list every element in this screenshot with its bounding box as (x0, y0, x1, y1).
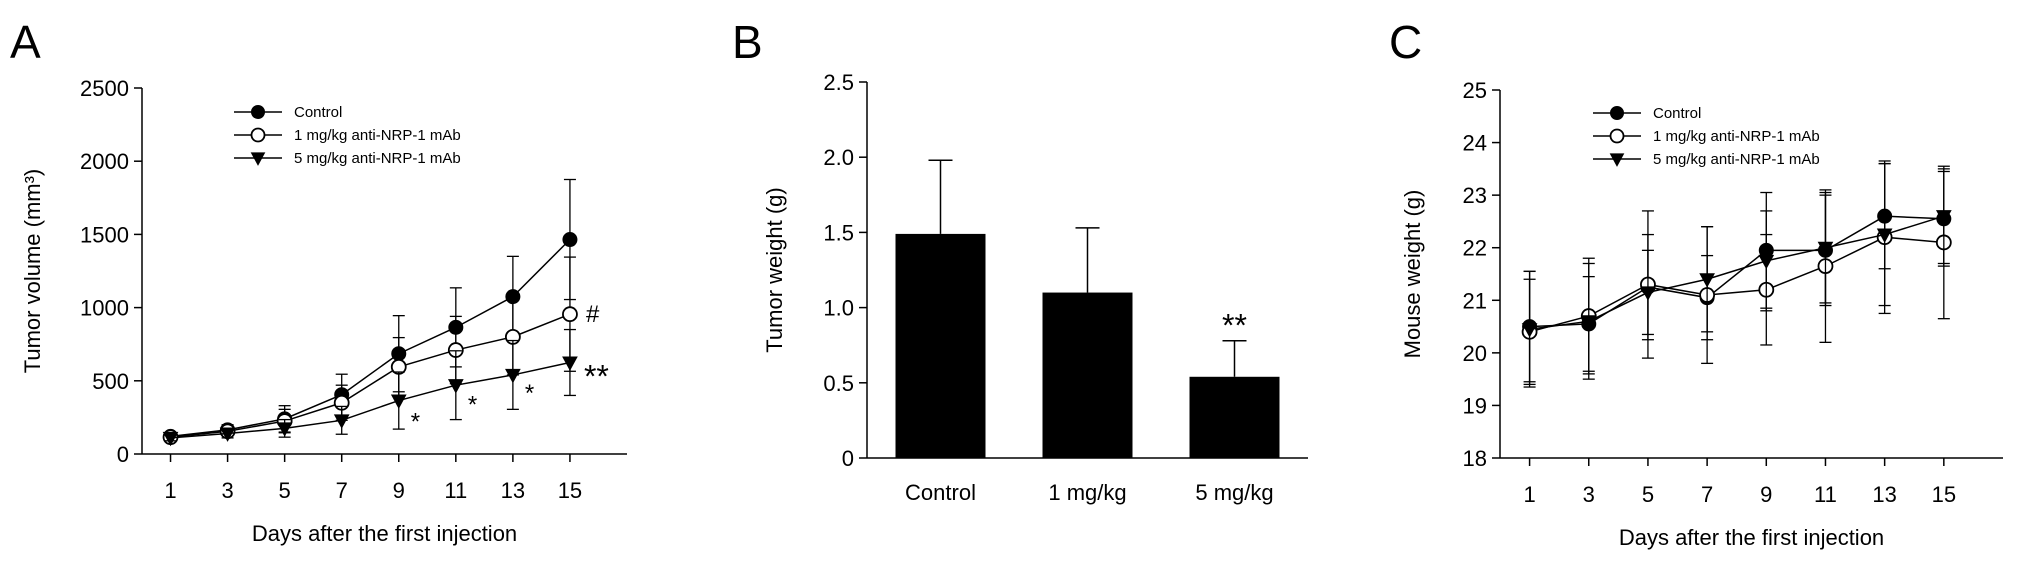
charts-2-y-tick-label: 19 (1463, 393, 1487, 418)
charts-0-x-tick-label: 9 (393, 478, 405, 503)
charts-2-x-tick-label: 11 (1814, 482, 1837, 507)
charts-1-bar-2 (1189, 376, 1280, 458)
charts-0-series-0-line (170, 238, 571, 438)
charts-2-series-2-point (1580, 315, 1597, 330)
charts-0-series-2-point (505, 368, 521, 384)
charts-0-annotation: * (411, 408, 420, 435)
charts-2-series-2-point (1699, 273, 1715, 288)
charts-1-x-tick-label: Control (905, 480, 976, 505)
charts-2-x-tick-label: 13 (1872, 482, 1896, 507)
charts-2-x-tick-label: 5 (1642, 482, 1654, 507)
charts-2-y-tick-label: 24 (1463, 131, 1487, 156)
charts-2-x-tick-label: 7 (1701, 482, 1713, 507)
charts-2-series-1-line (1529, 236, 1944, 333)
charts-2-y-tick-label: 18 (1463, 446, 1487, 471)
charts-0-x-tick-label: 7 (336, 478, 348, 503)
charts-0-y-tick-label: 1500 (80, 222, 129, 247)
charts-0-annotation: * (525, 380, 534, 407)
charts-2-x-tick-label: 3 (1583, 482, 1595, 507)
charts-0-y-axis-label: Tumor volume (mm³) (20, 169, 45, 374)
charts-2-series-0-line (1529, 215, 1944, 328)
charts-0-annotation: # (586, 301, 600, 328)
charts-0-series-2-point (562, 356, 578, 371)
charts-0-annotation: ** (584, 359, 609, 395)
charts-2-series-2-line (1529, 215, 1945, 330)
charts-0-y-tick-label: 0 (117, 442, 129, 467)
charts-0-series-2-point (333, 414, 350, 429)
charts-1-y-tick-label: 1.5 (823, 220, 854, 245)
charts-0-series-1-line (170, 313, 571, 438)
charts-0-legend-label-2: 5 mg/kg anti-NRP-1 mAb (294, 150, 461, 167)
charts-1-y-tick-label: 0 (842, 446, 854, 471)
charts-2-y-tick-label: 21 (1463, 288, 1487, 313)
charts-2-y-tick-label: 20 (1463, 341, 1487, 366)
charts-0-legend-marker-2 (250, 152, 266, 166)
charts-1-bar-0 (895, 233, 986, 458)
charts-0-legend-marker-0 (251, 105, 265, 119)
charts-0-series-2-point (162, 431, 179, 447)
charts-2-series-2-point (1935, 210, 1952, 225)
charts-0-x-tick-label: 11 (444, 478, 467, 503)
panel-letter-c: C (1389, 16, 1422, 68)
charts-2-y-tick-label: 23 (1463, 183, 1487, 208)
charts-2-x-tick-label: 15 (1932, 482, 1956, 507)
panel-letter-a: A (10, 16, 41, 68)
charts-0-series-0-point (562, 232, 578, 248)
charts-0-x-tick-label: 5 (279, 478, 291, 503)
charts-0-series-2-point (390, 394, 407, 409)
charts-0-x-tick-label: 15 (558, 478, 582, 503)
charts-0-series-2-point (447, 379, 464, 394)
charts-1-x-tick-label: 1 mg/kg (1048, 480, 1126, 505)
charts-2-series-2-point (1817, 241, 1834, 257)
charts-1-y-tick-label: 2.5 (823, 70, 854, 95)
charts-1-bar-1 (1042, 292, 1133, 458)
charts-0-legend-marker-1 (250, 127, 266, 143)
charts-2-y-tick-label: 22 (1463, 236, 1487, 261)
charts-0-y-tick-label: 2000 (80, 149, 129, 174)
charts-1-y-tick-label: 2.0 (823, 145, 854, 170)
charts-2-legend-label-2: 5 mg/kg anti-NRP-1 mAb (1653, 151, 1820, 168)
charts-2-y-axis-label: Mouse weight (g) (1400, 190, 1425, 359)
charts-2-legend-marker-2 (1609, 153, 1625, 167)
charts-2-x-tick-label: 1 (1523, 482, 1535, 507)
panel-letter-b: B (732, 16, 763, 68)
charts-1-y-tick-label: 0.5 (823, 371, 854, 396)
charts-0-annotation: * (468, 392, 477, 419)
charts-0-legend-label-0: Control (294, 104, 342, 121)
charts-2-series-2-point (1521, 323, 1538, 338)
charts-1-y-axis-label: Tumor weight (g) (762, 187, 787, 352)
charts-2-legend-marker-0 (1610, 106, 1624, 120)
charts-0-x-axis-label: Days after the first injection (252, 521, 517, 546)
charts-0-series-2-point (219, 427, 236, 442)
charts-0-x-tick-label: 13 (501, 478, 525, 503)
charts-0-y-tick-label: 500 (92, 369, 129, 394)
charts-2-x-axis-label: Days after the first injection (1619, 525, 1884, 550)
charts-0-series-2-line (170, 361, 571, 439)
charts-1-significance-annotation: ** (1222, 308, 1247, 344)
charts-2-y-tick-label: 25 (1463, 78, 1487, 103)
charts-2-legend-label-0: Control (1653, 105, 1701, 122)
charts-0-x-tick-label: 3 (221, 478, 233, 503)
charts-2-series-2-point (1876, 228, 1893, 243)
charts-0-legend-label-1: 1 mg/kg anti-NRP-1 mAb (294, 127, 461, 144)
charts-1-y-tick-label: 1.0 (823, 296, 854, 321)
charts-0-series-2-point (276, 422, 293, 437)
charts-0-y-tick-label: 2500 (80, 76, 129, 101)
charts-2-x-tick-label: 9 (1760, 482, 1772, 507)
charts-0-y-tick-label: 1000 (80, 296, 129, 321)
charts-2-series-2-point (1640, 286, 1656, 301)
charts-0-series-1-point (562, 306, 578, 323)
charts-2-series-2-point (1758, 254, 1775, 270)
charts-0-x-tick-label: 1 (164, 478, 176, 503)
charts-2-legend-label-1: 1 mg/kg anti-NRP-1 mAb (1653, 128, 1820, 145)
charts-2-legend-marker-1 (1609, 128, 1625, 144)
charts-1-x-tick-label: 5 mg/kg (1195, 480, 1273, 505)
